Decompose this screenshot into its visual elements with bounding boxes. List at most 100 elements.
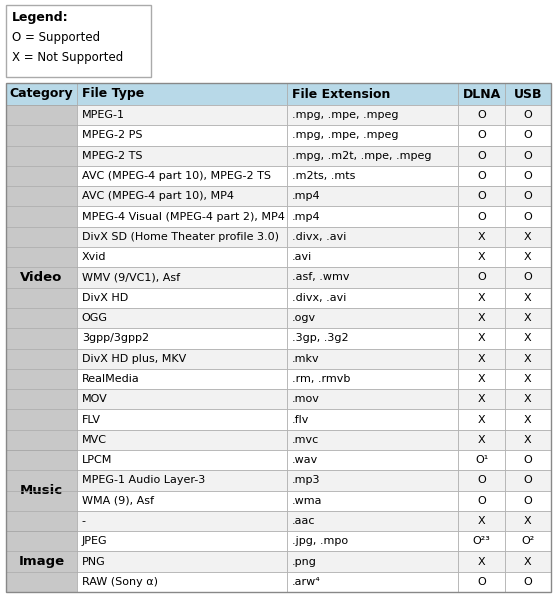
Text: O: O (523, 577, 532, 587)
Bar (77, 470, 287, 491)
Bar (458, 186, 504, 206)
Bar (77, 491, 287, 511)
Bar (287, 430, 458, 450)
Text: .mpg, .mpe, .mpeg: .mpg, .mpe, .mpeg (292, 131, 398, 141)
Text: O: O (523, 151, 532, 161)
Text: .arw⁴: .arw⁴ (292, 577, 320, 587)
Text: O: O (477, 191, 486, 201)
Bar (458, 328, 504, 349)
Text: MPEG-4 Visual (MPEG-4 part 2), MP4: MPEG-4 Visual (MPEG-4 part 2), MP4 (82, 212, 285, 222)
Bar (287, 531, 458, 551)
Text: .mp3: .mp3 (292, 476, 320, 485)
Text: JPEG: JPEG (82, 536, 108, 547)
Bar (504, 389, 551, 409)
Bar (458, 288, 504, 308)
Bar (287, 409, 458, 430)
Bar (287, 308, 458, 328)
Text: DivX SD (Home Theater profile 3.0): DivX SD (Home Theater profile 3.0) (82, 232, 279, 242)
Bar (6, 83, 551, 592)
Bar (6, 83, 77, 105)
Bar (6, 5, 151, 77)
Text: O: O (477, 212, 486, 222)
Text: WMV (9/VC1), Asf: WMV (9/VC1), Asf (82, 272, 180, 283)
Bar (287, 511, 458, 531)
Text: X: X (524, 293, 532, 303)
Text: .3gp, .3g2: .3gp, .3g2 (292, 333, 349, 343)
Bar (504, 145, 551, 166)
Bar (458, 349, 504, 369)
Text: MPEG-1 Audio Layer-3: MPEG-1 Audio Layer-3 (82, 476, 205, 485)
Bar (504, 125, 551, 145)
Bar (458, 125, 504, 145)
Text: WMA (9), Asf: WMA (9), Asf (82, 496, 154, 505)
Bar (458, 511, 504, 531)
Bar (287, 83, 458, 105)
Bar (77, 247, 287, 268)
Text: DLNA: DLNA (462, 88, 501, 101)
Text: Video: Video (20, 271, 63, 284)
Text: X: X (478, 516, 485, 526)
Bar (458, 226, 504, 247)
Text: MVC: MVC (82, 435, 107, 445)
Text: O: O (523, 212, 532, 222)
Text: OGG: OGG (82, 313, 108, 323)
Bar (77, 166, 287, 186)
Bar (458, 308, 504, 328)
Text: LPCM: LPCM (82, 455, 112, 465)
Bar (458, 105, 504, 125)
Bar (504, 531, 551, 551)
Text: .png: .png (292, 557, 316, 567)
Bar (504, 369, 551, 389)
Text: X: X (524, 252, 532, 262)
Text: X: X (478, 252, 485, 262)
Bar (458, 430, 504, 450)
Bar (504, 430, 551, 450)
Text: O: O (477, 110, 486, 120)
Text: X: X (524, 374, 532, 384)
Text: X: X (524, 394, 532, 404)
Text: MPEG-1: MPEG-1 (82, 110, 125, 120)
Bar (77, 105, 287, 125)
Bar (504, 511, 551, 531)
Bar (458, 409, 504, 430)
Bar (77, 125, 287, 145)
Bar (287, 226, 458, 247)
Bar (458, 166, 504, 186)
Bar (504, 226, 551, 247)
Bar (504, 572, 551, 592)
Text: .divx, .avi: .divx, .avi (292, 293, 346, 303)
Text: X: X (478, 557, 485, 567)
Bar (287, 288, 458, 308)
Text: DivX HD plus, MKV: DivX HD plus, MKV (82, 353, 186, 364)
Text: Image: Image (18, 555, 64, 568)
Bar (504, 288, 551, 308)
Text: X: X (524, 353, 532, 364)
Bar (77, 389, 287, 409)
Text: .ogv: .ogv (292, 313, 316, 323)
Bar (77, 551, 287, 572)
Text: .mp4: .mp4 (292, 191, 320, 201)
Text: O: O (523, 496, 532, 505)
Bar (287, 125, 458, 145)
Bar (458, 491, 504, 511)
Text: MPEG-2 TS: MPEG-2 TS (82, 151, 142, 161)
Bar (287, 450, 458, 470)
Text: DivX HD: DivX HD (82, 293, 128, 303)
Bar (6, 531, 77, 592)
Text: Category: Category (9, 88, 73, 101)
Text: X: X (524, 516, 532, 526)
Text: O: O (523, 131, 532, 141)
Bar (504, 491, 551, 511)
Bar (287, 247, 458, 268)
Bar (504, 328, 551, 349)
Text: X: X (524, 333, 532, 343)
Text: .rm, .rmvb: .rm, .rmvb (292, 374, 350, 384)
Text: -: - (82, 516, 86, 526)
Text: File Extension: File Extension (292, 88, 390, 101)
Text: File Type: File Type (82, 88, 144, 101)
Bar (287, 369, 458, 389)
Bar (504, 166, 551, 186)
Text: O: O (523, 272, 532, 283)
Bar (77, 186, 287, 206)
Text: X: X (478, 394, 485, 404)
